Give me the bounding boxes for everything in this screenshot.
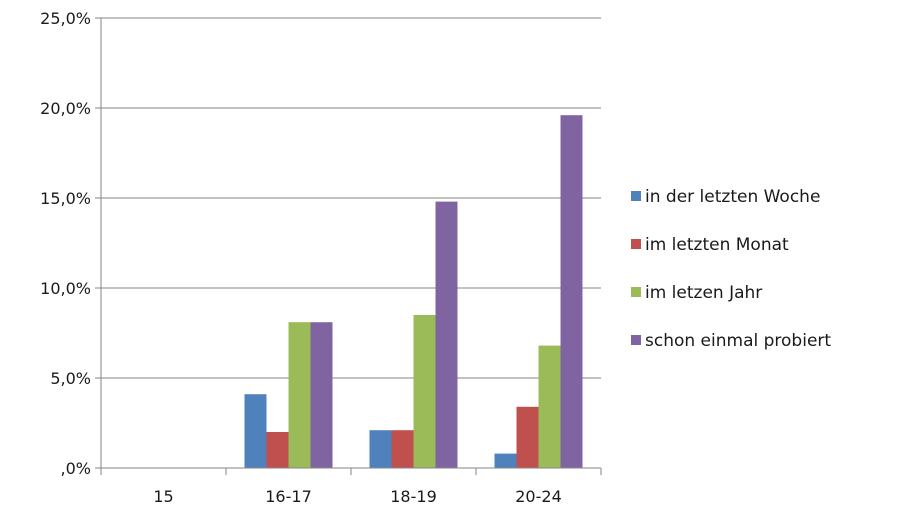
y-tick-label: 25,0%: [40, 9, 91, 28]
x-tick-label: 16-17: [265, 487, 312, 506]
y-tick-label: 15,0%: [40, 189, 91, 208]
bar-16-17-3: [288, 322, 311, 468]
bar-20-24-4: [560, 115, 583, 468]
y-tick-label: 10,0%: [40, 279, 91, 298]
legend-label: im letzten Monat: [645, 235, 789, 255]
legend-swatch: [631, 287, 641, 297]
legend-label: im letzen Jahr: [645, 283, 762, 303]
y-tick-label: 20,0%: [40, 99, 91, 118]
legend-swatch: [631, 335, 641, 345]
x-tick-label: 15: [153, 487, 173, 506]
bar-16-17-2: [266, 432, 289, 468]
gridlines: [101, 17, 601, 379]
legend-swatch: [631, 191, 641, 201]
bar-20-24-3: [538, 345, 561, 468]
x-axis-ticks: 15 16-17 18-19 20-24: [100, 468, 602, 506]
x-tick-label: 18-19: [390, 487, 437, 506]
bars: [244, 115, 583, 468]
bar-20-24-1: [494, 453, 517, 468]
axes: [100, 18, 601, 469]
legend-label: in der letzten Woche: [645, 187, 820, 207]
bar-18-19-3: [413, 315, 436, 468]
bar-18-19-2: [391, 430, 414, 468]
y-tick-label: 5,0%: [50, 369, 91, 388]
legend-swatch: [631, 239, 641, 249]
bar-16-17-1: [244, 394, 267, 468]
legend-label: schon einmal probiert: [645, 331, 831, 351]
x-tick-label: 20-24: [515, 487, 562, 506]
y-tick-label: ,0%: [61, 459, 91, 478]
bar-18-19-4: [435, 201, 458, 468]
y-axis-ticks: ,0% 5,0% 10,0% 15,0% 20,0% 25,0%: [40, 9, 101, 478]
bar-20-24-2: [516, 406, 539, 468]
legend: in der letzten Woche im letzten Monat im l…: [631, 187, 831, 351]
bar-18-19-1: [369, 430, 392, 468]
bar-16-17-4: [310, 322, 333, 468]
